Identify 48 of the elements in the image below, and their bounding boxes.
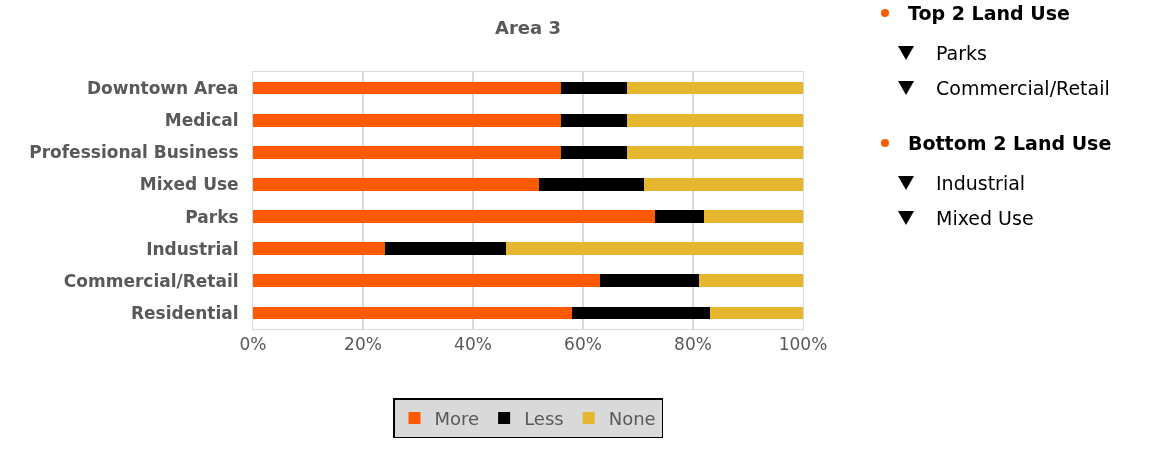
bar [627, 113, 803, 127]
bar [599, 274, 699, 288]
x-tick-label: 20% [344, 334, 382, 355]
bar [506, 242, 803, 256]
bar [561, 81, 627, 95]
bar [643, 178, 803, 191]
text: Bottom 2 Land Use [908, 132, 1112, 154]
y-tick-label: Industrial [146, 238, 239, 259]
bar [698, 274, 803, 288]
bar [709, 306, 803, 320]
bar [704, 210, 803, 223]
bar [253, 242, 385, 256]
x-tick-label: 0% [239, 334, 267, 355]
y-tick-label: Medical [164, 110, 239, 131]
bar [627, 145, 803, 159]
bar [253, 81, 561, 95]
bar [253, 178, 539, 191]
text: Industrial [936, 172, 1026, 194]
chart-title: Area 3 [495, 17, 561, 39]
bar [561, 113, 627, 127]
x-tick-label: 80% [674, 334, 712, 355]
text: Commercial/Retail [936, 77, 1110, 99]
y-tick-label: Residential [130, 302, 239, 323]
bar [539, 178, 644, 191]
legend-label: Less [524, 408, 564, 430]
bar [253, 113, 561, 127]
y-tick-label: Parks [185, 206, 239, 227]
x-tick-label: 100% [778, 334, 828, 355]
bar [385, 242, 506, 256]
bar [253, 210, 655, 223]
y-tick-label: Downtown Area [86, 78, 239, 99]
y-tick-label: Mixed Use [139, 174, 239, 195]
bar [253, 274, 600, 288]
x-tick-label: 40% [454, 334, 492, 355]
text: Parks [936, 42, 987, 64]
legend-label: None [608, 408, 656, 430]
y-tick-label: Professional Business [29, 142, 239, 163]
y-tick-label: Commercial/Retail [63, 270, 239, 291]
bar [561, 145, 627, 159]
bar [253, 306, 572, 320]
bar [627, 81, 803, 95]
text: Top 2 Land Use [908, 2, 1070, 24]
legend-label: More [434, 408, 480, 430]
bar [654, 210, 704, 223]
x-tick-label: 60% [564, 334, 602, 355]
bar [572, 306, 710, 320]
bar [253, 145, 561, 159]
text: Mixed Use [936, 207, 1034, 229]
